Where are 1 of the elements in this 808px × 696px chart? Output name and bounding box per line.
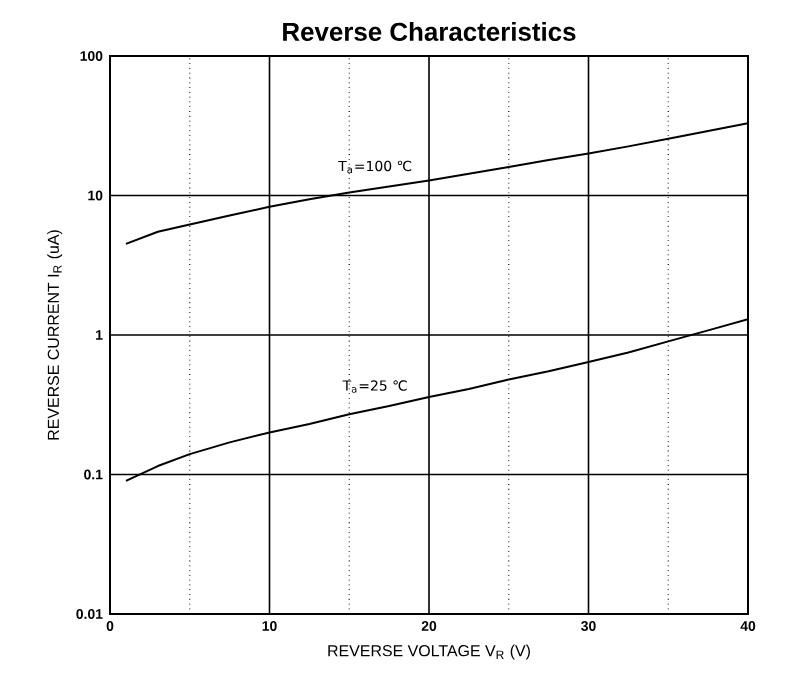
chart-title: Reverse Characteristics	[283, 21, 576, 41]
